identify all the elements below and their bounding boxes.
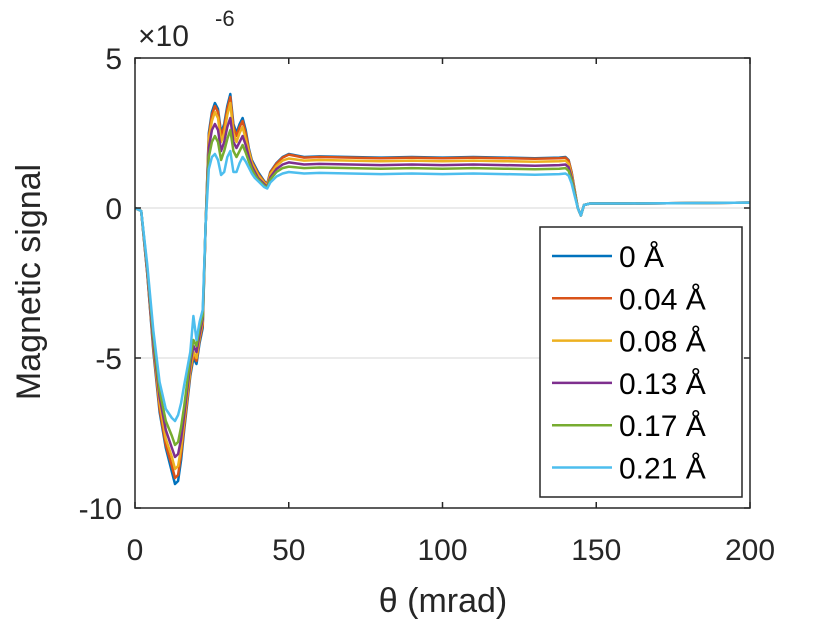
series-line-0-13: [134, 116, 751, 459]
x-tick-label: 0: [127, 534, 144, 567]
series-lines: [134, 92, 751, 486]
x-tick-labels: 0 50 100 150 200: [127, 534, 775, 567]
x-axis-label: θ (mrad): [379, 582, 507, 620]
legend-label: 0 Å: [619, 241, 664, 274]
x-tick-label: 200: [725, 534, 775, 567]
exponent-base: ×10: [138, 20, 189, 53]
y-tick-label: -10: [79, 493, 122, 526]
x-tick-label: 150: [571, 534, 621, 567]
y-axis-label: Magnetic signal: [10, 164, 48, 400]
x-tick-label: 50: [272, 534, 305, 567]
legend-label: 0.04 Å: [619, 283, 706, 316]
legend: 0 Å 0.04 Å 0.08 Å 0.13 Å 0.17 Å 0.21 Å: [539, 226, 743, 498]
legend-box: [539, 226, 743, 498]
series-line-0-21: [134, 149, 751, 423]
legend-label: 0.08 Å: [619, 326, 706, 359]
y-tick-label: 0: [105, 193, 122, 226]
tick-marks: [134, 57, 751, 509]
legend-label: 0.17 Å: [619, 410, 706, 443]
series-line-0-17: [134, 128, 751, 447]
legend-label: 0.13 Å: [619, 368, 706, 401]
legend-label: 0.21 Å: [619, 453, 706, 486]
y-exponent-multiplier: ×10 -6: [138, 6, 235, 53]
exponent-power: -6: [215, 6, 235, 31]
y-tick-label: 5: [105, 43, 122, 76]
y-tick-labels: -10 -5 0 5: [79, 43, 122, 526]
y-tick-label: -5: [95, 343, 122, 376]
x-tick-label: 100: [417, 534, 467, 567]
